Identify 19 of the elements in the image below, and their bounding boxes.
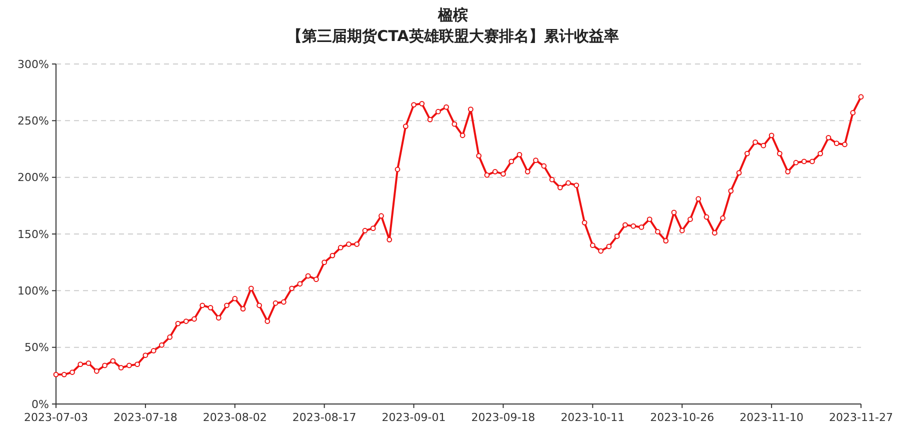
x-tick-label: 2023-10-11 <box>560 411 625 424</box>
y-tick-label: 0% <box>32 398 49 411</box>
x-tick-label: 2023-10-26 <box>650 411 714 424</box>
y-tick-label: 250% <box>18 114 49 128</box>
chart-title: 楹槟 <box>437 6 468 24</box>
x-tick-label: 2023-11-27 <box>829 411 893 424</box>
chart-subtitle: 【第三届期货CTA英雄联盟大赛排名】累计收益率 <box>287 27 619 45</box>
x-tick-label: 2023-08-17 <box>292 411 356 424</box>
x-tick-label: 2023-07-18 <box>113 411 178 424</box>
x-tick-label: 2023-11-10 <box>740 411 804 424</box>
y-tick-label: 100% <box>18 284 49 298</box>
x-tick-label: 2023-09-18 <box>471 411 536 424</box>
y-tick-label: 50% <box>24 341 49 354</box>
y-tick-label: 200% <box>18 171 49 184</box>
y-tick-label: 150% <box>18 228 49 241</box>
x-tick-label: 2023-08-02 <box>202 411 267 424</box>
y-tick-label: 300% <box>18 58 49 71</box>
x-tick-label: 2023-07-03 <box>24 411 88 424</box>
x-tick-label: 2023-09-01 <box>382 411 446 424</box>
